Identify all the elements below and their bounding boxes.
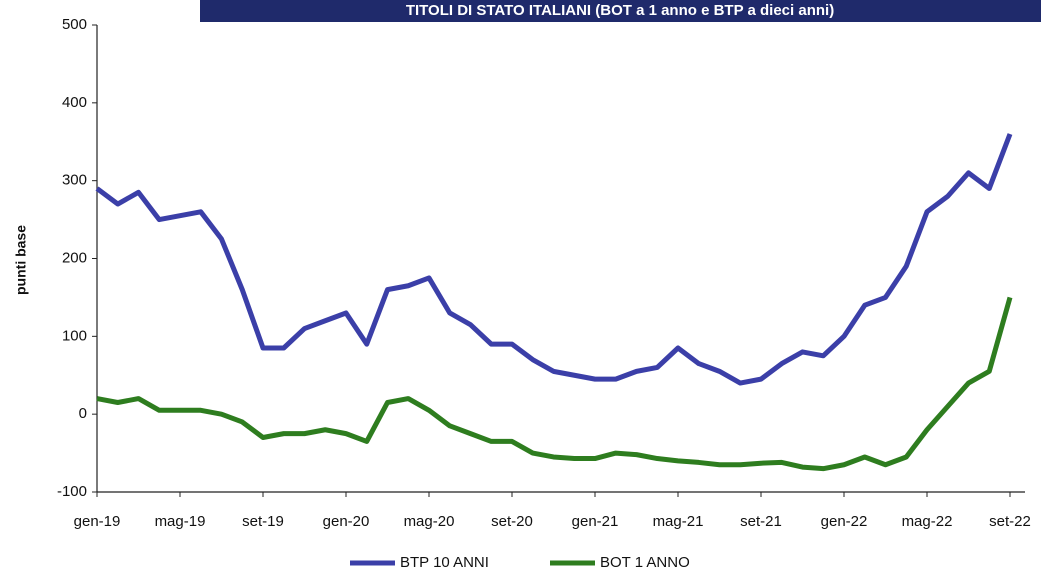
x-tick-label: mag-22 [902, 513, 953, 530]
x-tick-label: set-19 [242, 513, 284, 530]
x-tick-label: mag-20 [404, 513, 455, 530]
y-tick-label: 400 [62, 94, 87, 111]
legend-label: BOT 1 ANNO [600, 554, 690, 571]
x-tick-label: set-22 [989, 513, 1031, 530]
series-line [96, 296, 1013, 472]
x-tick-label: gen-19 [74, 513, 121, 530]
y-tick-label: 100 [62, 327, 87, 344]
y-tick-label: 300 [62, 172, 87, 189]
y-tick-label: -100 [57, 483, 87, 500]
x-tick-label: gen-20 [323, 513, 370, 530]
chart-title: TITOLI DI STATO ITALIANI (BOT a 1 anno e… [406, 2, 834, 19]
y-axis-label: punti base [13, 225, 29, 295]
y-tick-label: 200 [62, 249, 87, 266]
x-tick-label: set-21 [740, 513, 782, 530]
series-line [95, 133, 1013, 386]
title-bar [200, 0, 1041, 22]
legend-label: BTP 10 ANNI [400, 554, 489, 571]
y-tick-label: 500 [62, 16, 87, 33]
x-tick-label: gen-22 [821, 513, 868, 530]
x-tick-label: gen-21 [572, 513, 619, 530]
x-tick-label: set-20 [491, 513, 533, 530]
x-tick-label: mag-21 [653, 513, 704, 530]
y-tick-label: 0 [79, 405, 87, 422]
x-tick-label: mag-19 [155, 513, 206, 530]
